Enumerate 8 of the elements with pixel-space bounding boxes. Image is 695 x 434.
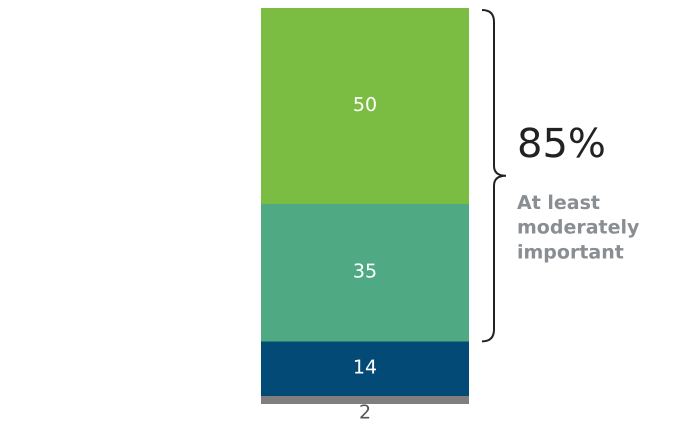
data-label: 14 [352,356,378,378]
data-label: 35 [352,260,378,282]
text: At least moderately important [517,192,640,264]
bar [261,396,469,404]
bar [261,341,469,396]
data-label: 2 [358,401,372,424]
text: 85% [517,121,606,167]
data-label: 50 [352,94,378,116]
